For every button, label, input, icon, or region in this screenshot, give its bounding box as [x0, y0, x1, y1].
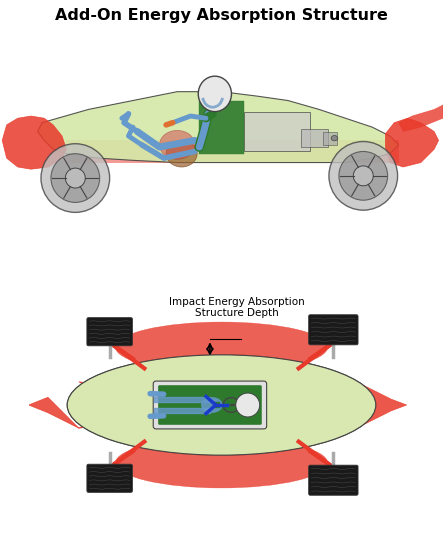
Ellipse shape: [354, 166, 373, 186]
FancyBboxPatch shape: [153, 381, 267, 429]
FancyBboxPatch shape: [309, 315, 358, 345]
Polygon shape: [399, 105, 443, 132]
Ellipse shape: [198, 76, 232, 112]
Bar: [244, 112, 310, 152]
FancyBboxPatch shape: [87, 318, 132, 346]
Ellipse shape: [67, 355, 376, 455]
FancyBboxPatch shape: [87, 464, 132, 492]
Polygon shape: [2, 116, 66, 169]
Ellipse shape: [41, 144, 110, 212]
Polygon shape: [385, 118, 439, 167]
Ellipse shape: [339, 152, 388, 200]
Polygon shape: [349, 386, 407, 424]
Ellipse shape: [329, 141, 397, 210]
Text: Impact Energy Absorption
Structure Depth: Impact Energy Absorption Structure Depth: [169, 296, 305, 318]
Bar: [214, 402, 220, 408]
Polygon shape: [29, 382, 98, 428]
Bar: [301, 129, 328, 147]
Ellipse shape: [116, 438, 327, 488]
Ellipse shape: [236, 393, 260, 417]
Ellipse shape: [331, 136, 338, 141]
Polygon shape: [66, 140, 399, 163]
Bar: [323, 132, 337, 145]
Title: Add-On Energy Absorption Structure: Add-On Energy Absorption Structure: [55, 8, 388, 23]
FancyBboxPatch shape: [158, 386, 262, 424]
Polygon shape: [199, 100, 244, 154]
Polygon shape: [38, 92, 399, 163]
Ellipse shape: [67, 355, 376, 455]
Ellipse shape: [201, 397, 222, 413]
Ellipse shape: [51, 154, 100, 202]
Ellipse shape: [66, 168, 85, 188]
FancyBboxPatch shape: [309, 465, 358, 495]
Ellipse shape: [116, 322, 327, 372]
Ellipse shape: [166, 140, 197, 167]
Ellipse shape: [159, 131, 195, 159]
